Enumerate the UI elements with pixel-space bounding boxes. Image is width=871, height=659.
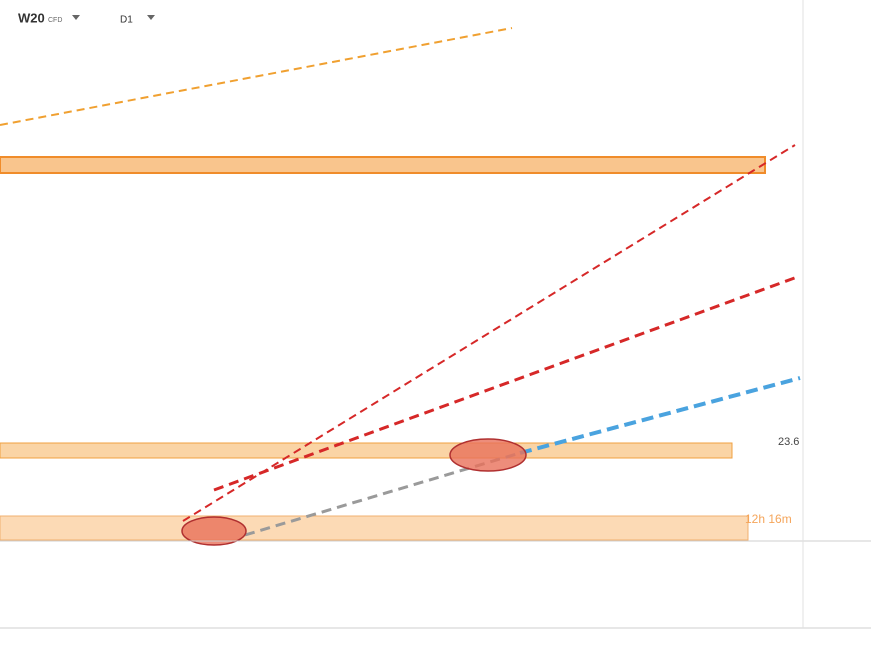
support-zone [0,515,749,541]
highlight-ellipse [181,516,247,546]
support-zone [0,442,733,459]
symbol-dropdown[interactable] [72,15,80,20]
trendline [519,376,801,455]
symbol: W20 [18,10,45,25]
highlight-ellipse [449,438,527,472]
timeframe-dropdown[interactable] [147,15,155,20]
trendline [182,144,796,522]
fib-label: 23.6 [778,436,799,448]
countdown: 12h 16m [745,512,792,526]
trendline [0,27,513,126]
resistance-zone [0,156,766,174]
instrument-type: CFD [48,17,62,24]
trendline [213,274,801,492]
timeframe[interactable]: D1 [120,15,133,26]
